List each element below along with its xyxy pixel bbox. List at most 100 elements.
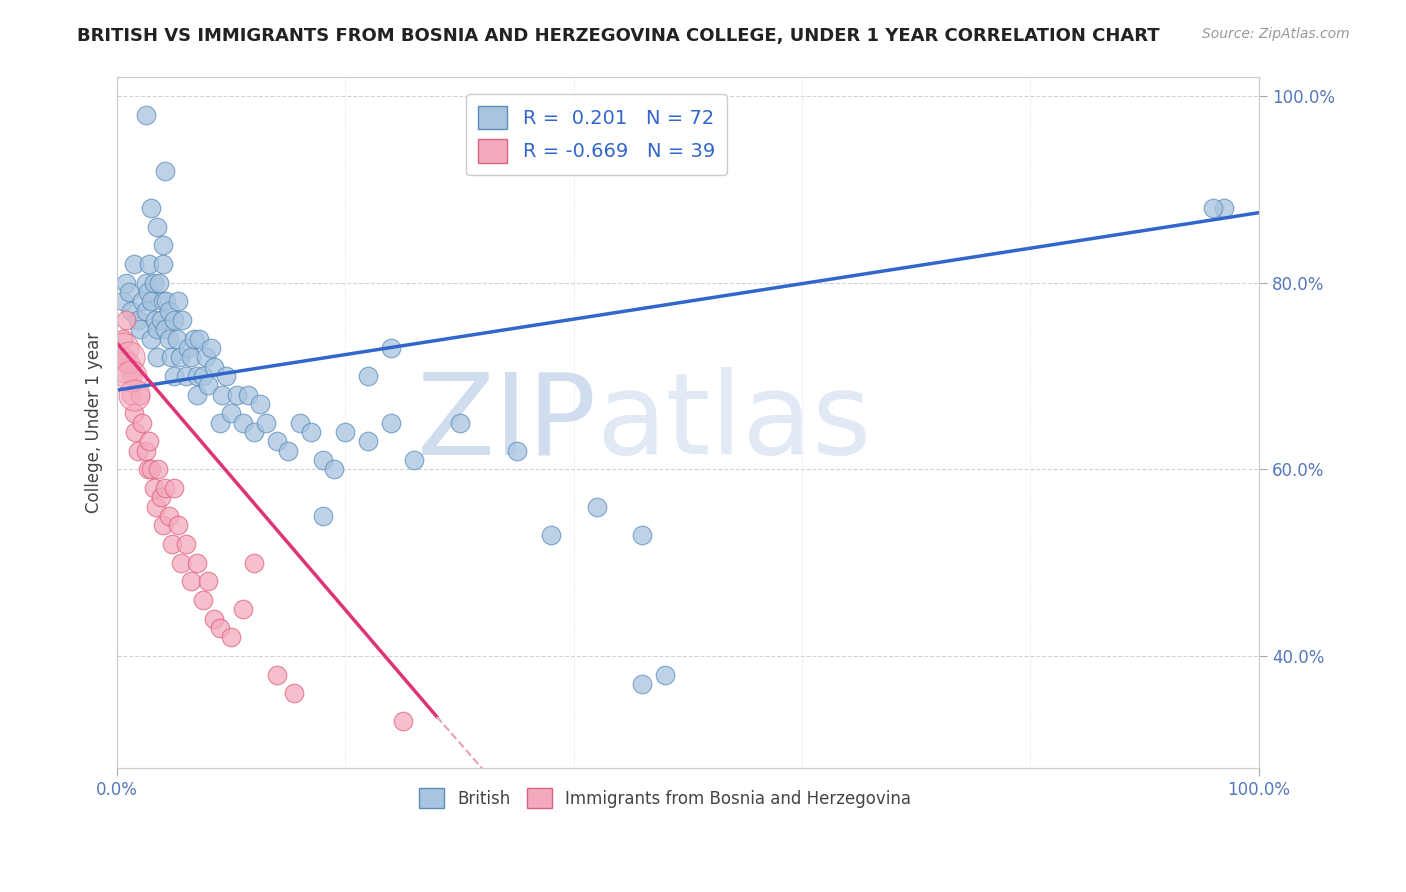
- Text: BRITISH VS IMMIGRANTS FROM BOSNIA AND HERZEGOVINA COLLEGE, UNDER 1 YEAR CORRELAT: BRITISH VS IMMIGRANTS FROM BOSNIA AND HE…: [77, 27, 1160, 45]
- Point: [124, 257, 146, 271]
- Point: [243, 556, 266, 570]
- Point: [146, 219, 169, 234]
- Point: [180, 574, 202, 589]
- Point: [120, 303, 142, 318]
- Point: [160, 351, 183, 365]
- Point: [153, 163, 176, 178]
- Point: [111, 341, 134, 355]
- Point: [380, 341, 402, 355]
- Point: [120, 387, 142, 401]
- Point: [180, 351, 202, 365]
- Point: [183, 332, 205, 346]
- Point: [266, 667, 288, 681]
- Point: [152, 518, 174, 533]
- Point: [186, 387, 208, 401]
- Point: [243, 425, 266, 439]
- Point: [163, 481, 186, 495]
- Point: [238, 387, 260, 401]
- Point: [654, 667, 676, 681]
- Text: ZIP: ZIP: [416, 368, 596, 478]
- Point: [142, 276, 165, 290]
- Point: [585, 500, 607, 514]
- Point: [200, 341, 222, 355]
- Point: [135, 303, 157, 318]
- Point: [127, 313, 149, 327]
- Point: [124, 406, 146, 420]
- Point: [163, 313, 186, 327]
- Point: [124, 425, 146, 439]
- Y-axis label: College, Under 1 year: College, Under 1 year: [86, 332, 103, 513]
- Point: [129, 322, 152, 336]
- Point: [505, 443, 527, 458]
- Point: [197, 378, 219, 392]
- Point: [449, 416, 471, 430]
- Point: [208, 621, 231, 635]
- Point: [143, 313, 166, 327]
- Legend: British, Immigrants from Bosnia and Herzegovina: British, Immigrants from Bosnia and Herz…: [412, 781, 918, 815]
- Point: [111, 332, 134, 346]
- Point: [169, 351, 191, 365]
- Point: [172, 313, 194, 327]
- Point: [146, 351, 169, 365]
- Point: [174, 369, 197, 384]
- Point: [631, 677, 654, 691]
- Point: [214, 369, 236, 384]
- Point: [141, 201, 163, 215]
- Point: [163, 369, 186, 384]
- Point: [117, 351, 139, 365]
- Point: [249, 397, 271, 411]
- Point: [131, 416, 153, 430]
- Point: [136, 285, 159, 299]
- Text: Source: ZipAtlas.com: Source: ZipAtlas.com: [1202, 27, 1350, 41]
- Point: [153, 322, 176, 336]
- Point: [117, 285, 139, 299]
- Point: [121, 369, 143, 384]
- Point: [141, 332, 163, 346]
- Point: [129, 387, 152, 401]
- Point: [115, 313, 138, 327]
- Point: [149, 313, 172, 327]
- Point: [127, 443, 149, 458]
- Point: [117, 359, 139, 374]
- Point: [202, 359, 225, 374]
- Point: [145, 500, 167, 514]
- Point: [160, 537, 183, 551]
- Point: [157, 332, 180, 346]
- Point: [135, 276, 157, 290]
- Point: [152, 257, 174, 271]
- Point: [155, 294, 177, 309]
- Point: [311, 453, 333, 467]
- Point: [131, 294, 153, 309]
- Point: [311, 508, 333, 523]
- Point: [211, 387, 233, 401]
- Point: [288, 416, 311, 430]
- Point: [266, 434, 288, 449]
- Point: [166, 518, 188, 533]
- Point: [114, 359, 136, 374]
- Point: [174, 537, 197, 551]
- Point: [153, 481, 176, 495]
- Point: [135, 108, 157, 122]
- Point: [138, 257, 160, 271]
- Point: [170, 556, 193, 570]
- Point: [191, 593, 214, 607]
- Point: [142, 481, 165, 495]
- Point: [195, 351, 218, 365]
- Point: [232, 416, 254, 430]
- Point: [335, 425, 357, 439]
- Point: [299, 425, 322, 439]
- Point: [540, 527, 562, 541]
- Point: [149, 491, 172, 505]
- Point: [148, 462, 170, 476]
- Point: [380, 416, 402, 430]
- Point: [114, 351, 136, 365]
- Point: [148, 276, 170, 290]
- Point: [254, 416, 277, 430]
- Point: [141, 462, 163, 476]
- Point: [124, 387, 146, 401]
- Point: [221, 406, 243, 420]
- Point: [152, 294, 174, 309]
- Point: [197, 574, 219, 589]
- Point: [115, 276, 138, 290]
- Text: atlas: atlas: [596, 368, 872, 478]
